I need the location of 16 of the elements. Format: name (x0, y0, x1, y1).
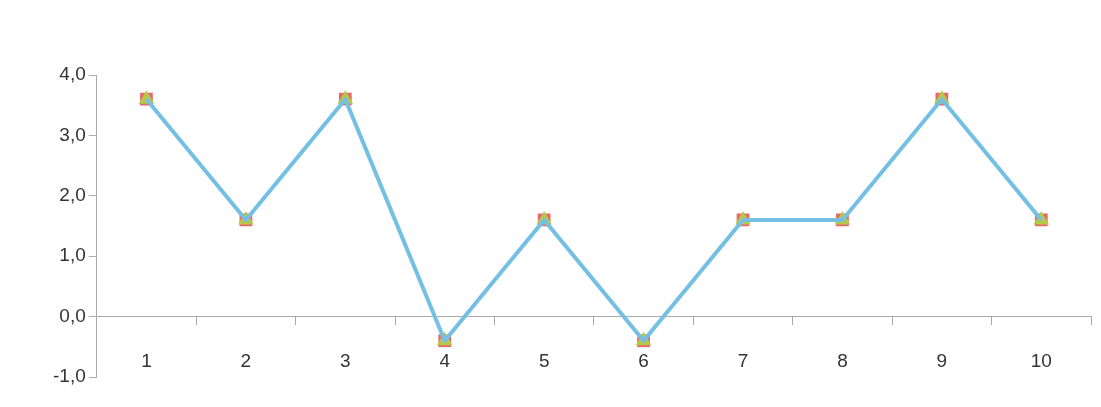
x-tick-label: 1 (141, 350, 152, 372)
x-tick-label: 10 (1030, 350, 1052, 372)
y-tick-label: 0,0 (59, 304, 86, 326)
x-tick-label: 6 (638, 350, 649, 372)
x-tick-label: 9 (936, 350, 948, 372)
y-tick-label: 1,0 (59, 244, 86, 266)
x-tick-label: 5 (538, 350, 550, 372)
x-tick-label: 7 (737, 350, 749, 372)
y-tick-label: -1,0 (52, 365, 86, 387)
x-tick-label: 2 (240, 350, 252, 372)
x-tick-label: 4 (439, 350, 451, 372)
y-tick-label: 3,0 (59, 123, 86, 145)
y-tick-label: 2,0 (59, 184, 86, 206)
y-tick-label: 4,0 (59, 63, 86, 85)
x-tick-label: 3 (340, 350, 351, 372)
x-tick-label: 8 (837, 350, 848, 372)
